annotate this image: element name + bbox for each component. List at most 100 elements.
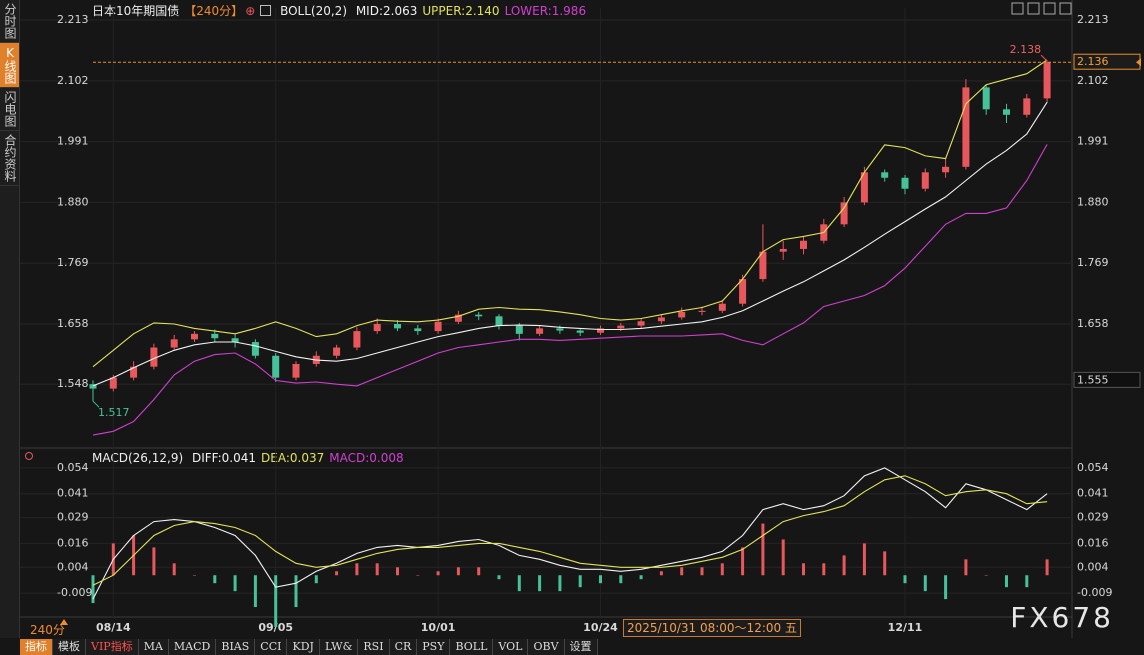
macd-bar: [1045, 559, 1049, 576]
toolbar-item[interactable]: OBV: [528, 639, 565, 655]
toolbar-item[interactable]: CCI: [255, 639, 288, 655]
candle-body: [556, 328, 564, 331]
toolbar-item[interactable]: 指标: [20, 639, 53, 655]
legend-entry: MID:2.063: [355, 4, 418, 18]
side-tab[interactable]: 闪电图: [0, 88, 19, 131]
candle-body: [150, 347, 158, 367]
macd-bar: [233, 575, 237, 592]
window-icons[interactable]: [1011, 2, 1072, 15]
candle-body: [962, 87, 970, 167]
candle-body: [1043, 62, 1051, 99]
toolbar-item[interactable]: PSY: [417, 639, 451, 655]
macd-bar: [842, 555, 846, 576]
y-tick-label: 1.880: [57, 195, 89, 208]
macd-bar: [538, 575, 542, 592]
macd-bar: [1025, 575, 1029, 588]
overlay-name: BOLL(20,2): [280, 4, 347, 18]
macd-bar: [355, 563, 359, 576]
candle-body: [576, 330, 584, 333]
x-tick-label: 12/11: [888, 621, 923, 634]
macd-bar: [964, 559, 968, 576]
macd-bar: [720, 563, 724, 576]
x-tick-label: 10/24: [583, 621, 618, 634]
y-tick-label-right: 0.016: [1077, 536, 1109, 549]
toolbar-item[interactable]: CR: [389, 639, 418, 655]
grid: [20, 8, 1072, 617]
side-tab[interactable]: 分时图: [0, 0, 19, 43]
candle-body: [394, 323, 401, 329]
macd-bar: [599, 575, 602, 584]
macd-bar: [558, 575, 562, 592]
candle-body: [434, 321, 442, 332]
macd-bar: [456, 567, 460, 576]
toolbar-item[interactable]: 模板: [53, 639, 86, 655]
candle-body: [800, 240, 807, 249]
toolbar-item[interactable]: RSI: [358, 639, 390, 655]
settings-icon[interactable]: ⊕: [245, 4, 256, 18]
reference-price-label: 1.555: [1077, 373, 1109, 386]
candle-body: [860, 172, 868, 203]
candle-body: [536, 328, 544, 334]
legend-entry: UPPER:2.140: [422, 4, 500, 18]
macd-bar: [152, 547, 156, 576]
toolbar-item[interactable]: 设置: [564, 639, 598, 655]
macd-bar: [659, 571, 663, 576]
candle-body: [678, 311, 686, 318]
toggle-icon[interactable]: [260, 5, 272, 16]
macd-bar: [1005, 575, 1008, 588]
toolbar-item[interactable]: MA: [138, 639, 169, 655]
y-tick-label: 1.548: [57, 377, 89, 390]
macd-legend: MACD(26,12,9) DIFF:0.041 DEA:0.037 MACD:0.…: [92, 451, 414, 465]
period-selector[interactable]: 240分: [30, 623, 65, 637]
side-tabs: 分时图 K线图 闪电图 合约资料: [0, 0, 20, 638]
y-tick-label: 0.041: [57, 487, 89, 500]
macd-bar: [761, 523, 765, 576]
macd-bar: [436, 571, 440, 576]
candle-body: [373, 323, 381, 332]
period[interactable]: 【240分】: [184, 4, 244, 18]
candles: [89, 61, 1051, 402]
macd-bar: [822, 563, 826, 576]
macd-bar: [923, 575, 927, 592]
candle-body: [759, 251, 767, 280]
toolbar-item[interactable]: LW&: [319, 639, 359, 655]
legend-entry: LOWER:1.986: [504, 4, 587, 18]
macd-bar: [416, 575, 420, 576]
macd-bar: [172, 563, 176, 576]
toolbar-item[interactable]: BIAS: [216, 639, 256, 655]
candle-body: [109, 377, 117, 389]
macd-bar: [497, 575, 501, 580]
period-arrow[interactable]: [60, 619, 68, 625]
candle-body: [942, 166, 950, 173]
toolbar-item[interactable]: VOL: [493, 639, 529, 655]
macd-bar: [213, 575, 217, 584]
y-tick-label: -0.009: [57, 586, 92, 599]
y-tick-label: 0.004: [57, 560, 89, 573]
boll-line: [92, 144, 1048, 436]
macd-bar: [91, 575, 95, 604]
candle-body: [617, 325, 625, 329]
x-tick-label: 10/01: [421, 621, 456, 634]
candle-body: [881, 172, 889, 178]
macd-bar: [903, 575, 907, 584]
candle-body: [718, 303, 726, 311]
toolbar-item[interactable]: KDJ: [287, 639, 320, 655]
boll-line: [92, 101, 1048, 387]
candle-body: [231, 338, 239, 343]
candle-body: [1023, 98, 1031, 115]
candle-body: [739, 279, 747, 304]
toolbar-item[interactable]: MACD: [168, 639, 217, 655]
side-tab[interactable]: 合约资料: [0, 131, 19, 186]
macd-bar: [193, 575, 196, 576]
y-tick-label-right: 0.041: [1077, 487, 1109, 500]
candle-body: [921, 172, 929, 189]
high-label: 2.138: [1010, 43, 1042, 56]
toolbar-item[interactable]: BOLL: [450, 639, 494, 655]
pane-icon[interactable]: [25, 452, 33, 460]
toolbar-item[interactable]: VIP指标: [86, 639, 139, 655]
y-tick-label-right: 1.880: [1077, 195, 1109, 208]
candle-body: [475, 314, 483, 317]
side-tab[interactable]: K线图: [0, 43, 19, 88]
